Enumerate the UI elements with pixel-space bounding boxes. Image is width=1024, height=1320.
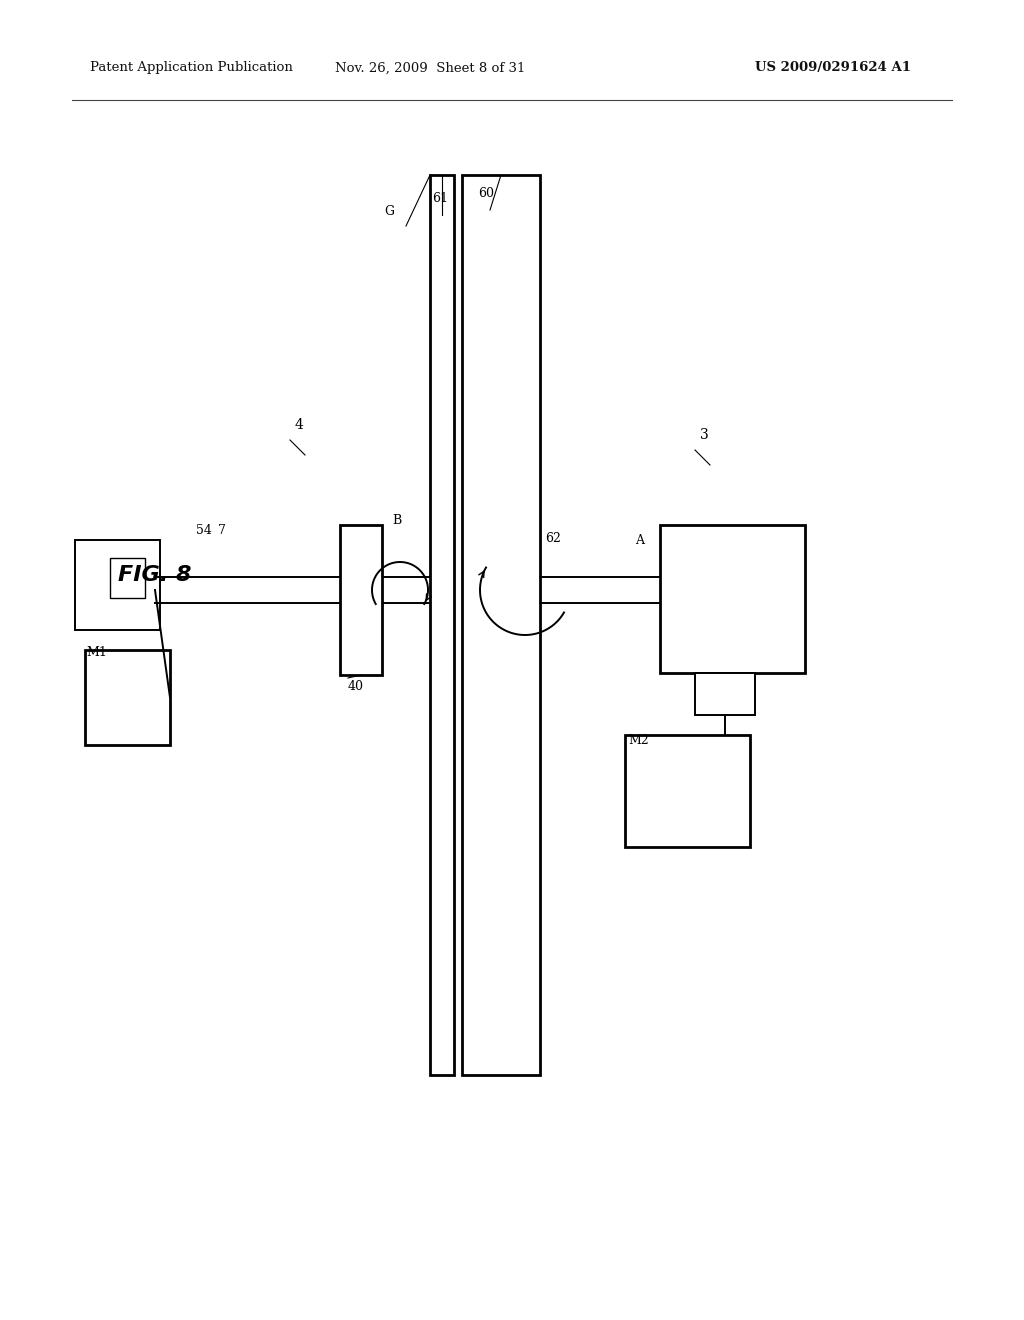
Text: FIG. 8: FIG. 8: [118, 565, 191, 585]
Text: 62: 62: [545, 532, 561, 544]
Text: 7: 7: [218, 524, 226, 536]
Bar: [695, 673, 755, 715]
Bar: [75, 540, 160, 630]
Text: B: B: [392, 513, 401, 527]
Text: M2: M2: [628, 734, 649, 747]
Text: G: G: [384, 205, 394, 218]
Text: 40: 40: [348, 680, 364, 693]
Text: 54: 54: [196, 524, 212, 536]
Text: Nov. 26, 2009  Sheet 8 of 31: Nov. 26, 2009 Sheet 8 of 31: [335, 62, 525, 74]
Text: 4: 4: [295, 418, 304, 432]
Text: 60: 60: [478, 187, 494, 201]
Bar: [625, 735, 750, 847]
Text: US 2009/0291624 A1: US 2009/0291624 A1: [755, 62, 911, 74]
Text: A: A: [635, 533, 644, 546]
Text: 61: 61: [432, 191, 449, 205]
Bar: [340, 525, 382, 675]
Bar: [462, 176, 540, 1074]
Text: Patent Application Publication: Patent Application Publication: [90, 62, 293, 74]
Bar: [110, 558, 145, 598]
Text: M1: M1: [86, 645, 106, 659]
Bar: [430, 176, 454, 1074]
Text: 3: 3: [700, 428, 709, 442]
Bar: [85, 649, 170, 744]
Bar: [660, 525, 805, 673]
